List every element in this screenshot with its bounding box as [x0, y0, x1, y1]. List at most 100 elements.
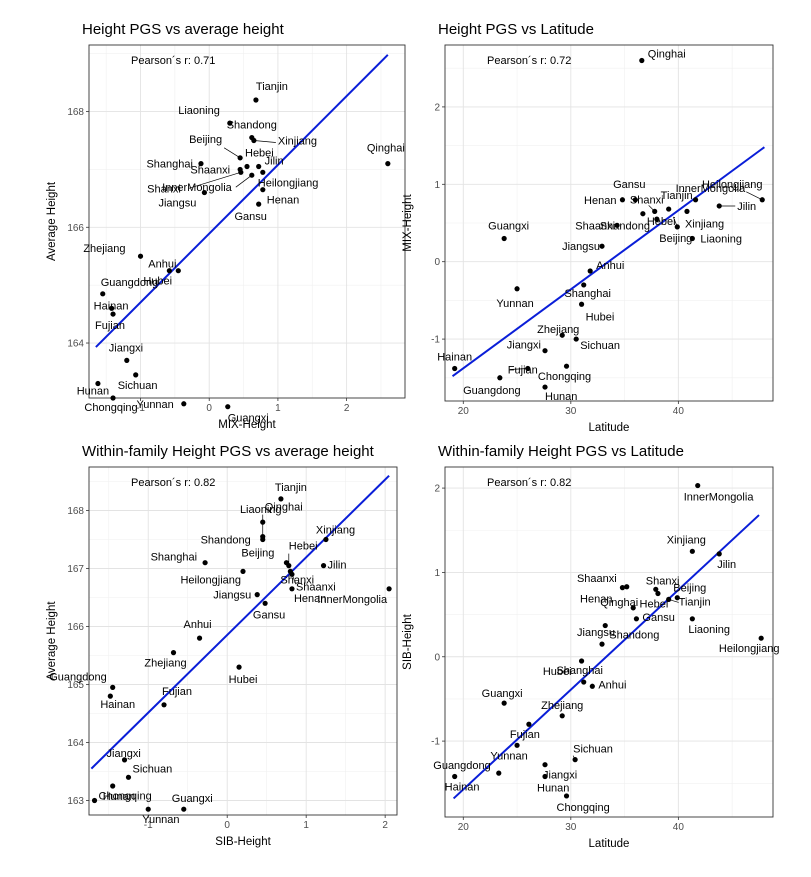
- point-label-shanxi: Shanxi: [280, 574, 314, 586]
- x-tick-label: 20: [458, 822, 470, 833]
- pearson-annotation: Pearson´s r: 0.71: [131, 55, 215, 67]
- y-tick-label: 2: [434, 484, 440, 495]
- x-tick-label: 40: [673, 822, 685, 833]
- x-tick-label: 2: [382, 820, 388, 831]
- x-axis-label: SIB-Height: [215, 836, 271, 848]
- point-label-jilin: Jilin: [737, 201, 756, 213]
- point-label-liaoning: Liaoning: [178, 105, 220, 117]
- point-shanxi: [653, 586, 659, 592]
- point-label-innermongolia: InnerMongolia: [162, 182, 233, 194]
- point-label-chongqing: Chongqing: [538, 371, 591, 383]
- point-hainan: [109, 305, 115, 311]
- point-label-jiangxi: Jiangxi: [109, 342, 143, 354]
- point-hebei: [654, 216, 660, 222]
- point-shandong: [602, 622, 608, 629]
- point-label-gansu: Gansu: [613, 179, 645, 191]
- point-label-liaoning: Liaoning: [688, 624, 730, 636]
- point-anhui: [589, 683, 595, 689]
- point-sichuan: [572, 757, 578, 763]
- point-shaanxi: [289, 571, 295, 577]
- plot-background: [445, 467, 773, 817]
- point-label-henan: Henan: [267, 195, 299, 207]
- point-label-zhejiang: Zhejiang: [144, 658, 186, 670]
- point-innermongolia: [695, 482, 701, 489]
- point-shandong: [260, 536, 266, 543]
- leader-line-beijing: [223, 147, 241, 159]
- point-label-zhejiang: Zhejiang: [537, 324, 579, 336]
- point-guangxi: [181, 806, 187, 812]
- y-tick-label: -1: [431, 335, 440, 346]
- point-guangdong: [497, 375, 503, 381]
- point-tianjin: [253, 97, 259, 103]
- point-innermongolia: [692, 197, 699, 203]
- point-label-beijing: Beijing: [241, 548, 274, 560]
- plot-frame: [88, 44, 406, 399]
- point-xinjiang: [689, 548, 695, 554]
- point-anhui: [587, 268, 593, 274]
- leader-line-shanxi: [188, 171, 241, 189]
- point-gansu: [632, 197, 638, 203]
- point-jiangxi: [121, 757, 128, 763]
- point-jilin: [256, 163, 262, 170]
- point-innermongolia: [386, 586, 392, 592]
- panel-title: Height PGS vs Latitude: [438, 21, 594, 38]
- x-axis-label: Latitude: [589, 422, 630, 434]
- point-label-yunnan: Yunnan: [142, 814, 179, 826]
- panel-3: -1 0 1 2 163 164 165 166 167 168 Within-family Hei…: [46, 443, 398, 848]
- point-jiangxi: [542, 348, 548, 354]
- point-yunnan: [181, 401, 187, 407]
- point-label-guangdong: Guangdong: [101, 277, 159, 289]
- point-fujian: [525, 365, 531, 372]
- point-henan: [619, 585, 626, 591]
- point-hunan: [110, 783, 116, 789]
- point-jiangsu: [254, 592, 260, 598]
- plot-frame: [444, 44, 774, 402]
- pearson-annotation: Pearson´s r: 0.82: [487, 477, 571, 489]
- point-jiangsu: [201, 189, 208, 196]
- point-hubei: [236, 664, 242, 670]
- point-label-hainan: Hainan: [100, 699, 135, 711]
- point-label-henan: Henan: [584, 195, 616, 207]
- point-label-guangxi: Guangxi: [172, 793, 213, 805]
- point-jiangxi: [542, 762, 548, 768]
- point-hunan: [542, 384, 548, 390]
- y-axis-label: Average Height: [46, 181, 58, 261]
- leader-line-innermongolia: [235, 174, 253, 188]
- point-heilongjiang: [260, 169, 266, 175]
- point-label-shandong: Shandong: [201, 535, 251, 547]
- point-label-shaanxi: Shaanxi: [575, 220, 615, 232]
- point-qinghai: [385, 161, 391, 167]
- point-label-jiangsu: Jiangsu: [577, 627, 615, 639]
- y-tick-label: 2: [434, 102, 440, 113]
- point-label-shanghai: Shanghai: [146, 159, 193, 171]
- point-label-xinjiang: Xinjiang: [278, 135, 317, 147]
- y-tick-label: 168: [67, 506, 84, 517]
- point-label-chongqing: Chongqing: [99, 791, 152, 803]
- plot-frame: [88, 466, 398, 816]
- point-label-anhui: Anhui: [598, 679, 626, 691]
- point-hebei: [286, 563, 292, 569]
- y-tick-label: 165: [67, 680, 84, 691]
- point-label-sichuan: Sichuan: [132, 763, 172, 775]
- point-label-guangdong: Guangdong: [49, 671, 107, 683]
- point-label-innermongolia: InnerMongolia: [317, 594, 388, 606]
- point-zhejiang: [170, 650, 177, 656]
- point-yunnan: [514, 286, 520, 292]
- point-liaoning: [689, 616, 695, 622]
- y-tick-label: 167: [67, 564, 84, 575]
- point-label-innermongolia: InnerMongolia: [676, 183, 747, 195]
- point-hubei: [578, 301, 585, 307]
- point-jilin: [320, 563, 327, 569]
- point-label-hunan: Hunan: [103, 791, 135, 803]
- point-anhui: [196, 635, 203, 641]
- point-gansu: [256, 201, 262, 207]
- y-tick-label: 1: [434, 180, 440, 191]
- point-label-shandong: Shandong: [227, 120, 277, 132]
- x-tick-label: 2: [344, 403, 350, 414]
- point-label-xinjiang: Xinjiang: [685, 218, 724, 230]
- point-gansu: [633, 616, 640, 622]
- point-hunan: [95, 380, 101, 387]
- point-label-sichuan: Sichuan: [580, 340, 620, 352]
- point-label-shanghai: Shanghai: [151, 552, 198, 564]
- point-label-hainan: Hainan: [445, 782, 480, 794]
